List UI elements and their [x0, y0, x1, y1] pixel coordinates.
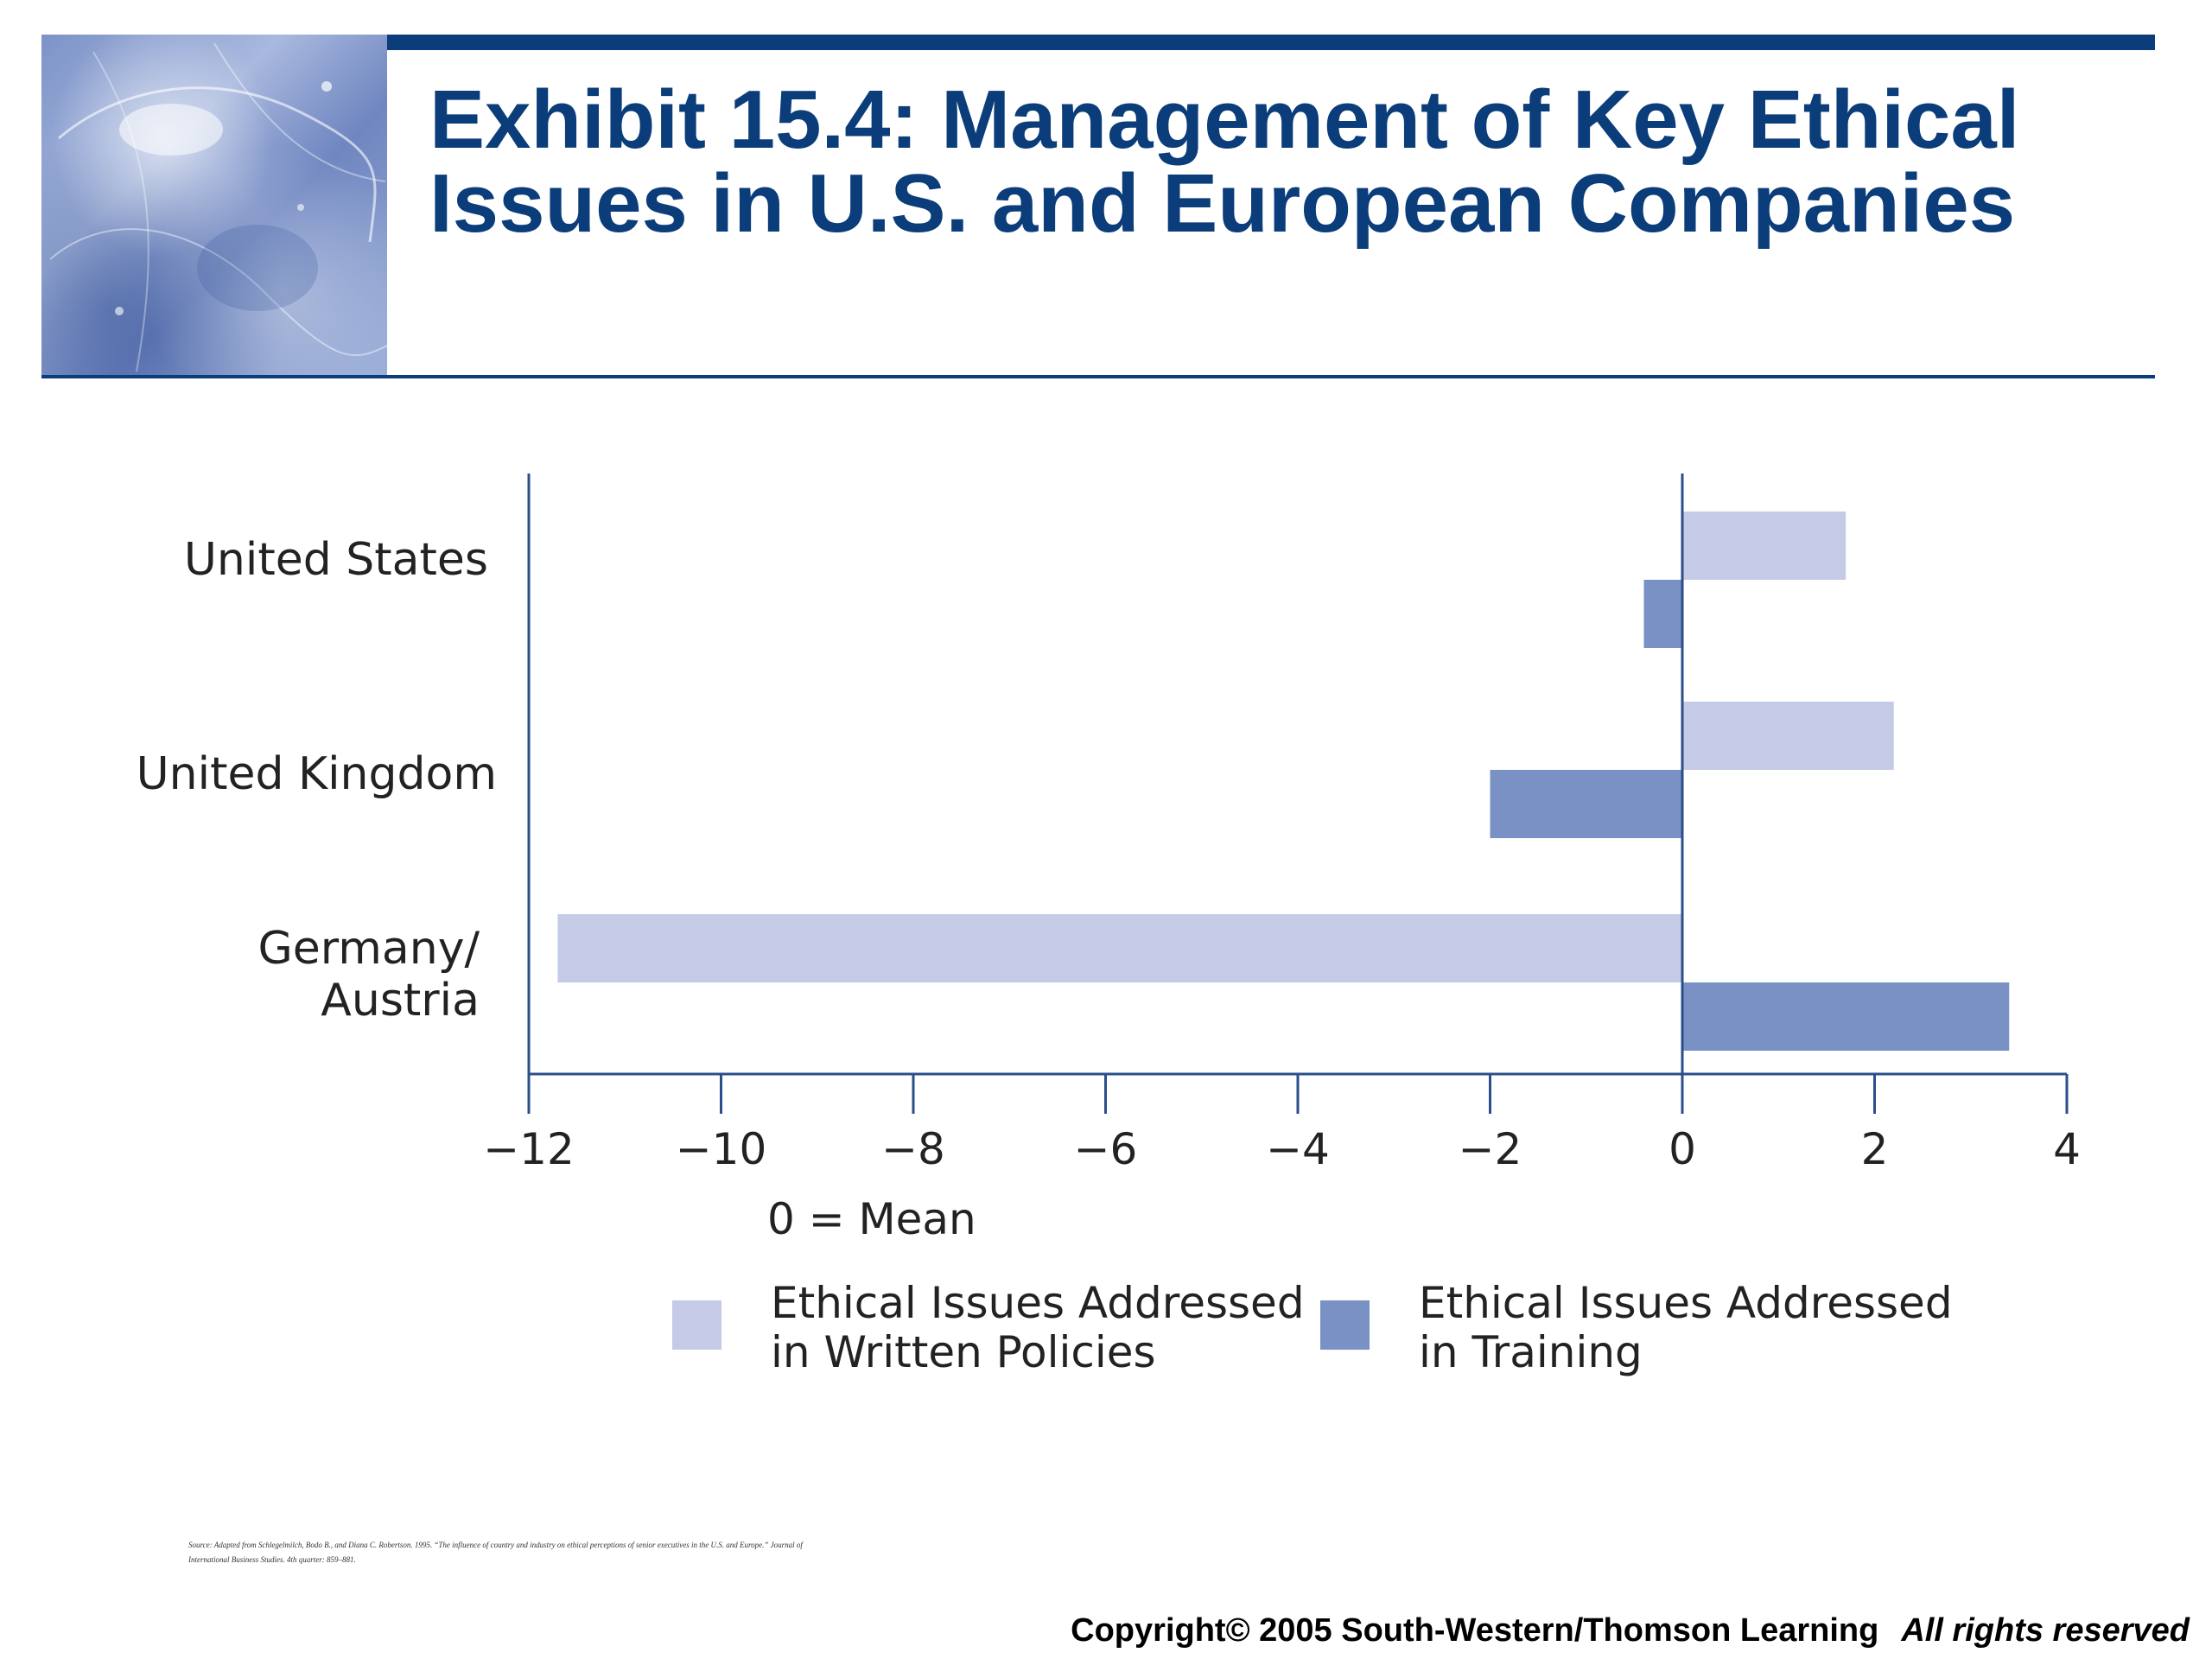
source-note: Source: Adapted from Schlegelmilch, Bodo… [188, 1541, 803, 1564]
category-label: United States [184, 534, 488, 586]
bar-written-policies-0 [1682, 512, 1847, 580]
x-tick-label: 2 [1861, 1124, 1889, 1174]
legend-swatch-written-policies [672, 1300, 721, 1350]
rights-text: All rights reserved [1901, 1612, 2190, 1649]
bar-training-0 [1643, 580, 1682, 648]
legend-label: Ethical Issues Addressed [771, 1278, 1305, 1328]
legend-label: Ethical Issues Addressed [1419, 1278, 1953, 1328]
category-label: United Kingdom [137, 748, 497, 800]
x-tick-label: 4 [2053, 1124, 2081, 1174]
x-tick-label: 0 [1669, 1124, 1696, 1174]
x-tick-label: −8 [881, 1124, 945, 1174]
page-title: Exhibit 15.4: Management of Key Ethical … [429, 73, 2020, 250]
bar-written-policies-2 [557, 914, 1682, 982]
copyright-text: Copyright© 2005 South-Western/Thomson Le… [1071, 1612, 1879, 1649]
bar-training-1 [1490, 770, 1682, 838]
legend-label: in Written Policies [771, 1327, 1156, 1377]
x-tick-label: −12 [483, 1124, 575, 1174]
legend-label: in Training [1419, 1327, 1643, 1377]
category-label: Germany/ [257, 923, 480, 975]
legend-swatch-training [1320, 1300, 1370, 1350]
copyright-line: Copyright© 2005 South-Western/Thomson Le… [1071, 1612, 2190, 1649]
header-bottom-rule [41, 375, 2155, 378]
header-image [41, 35, 387, 378]
bar-training-2 [1682, 982, 2010, 1051]
x-tick-label: −4 [1266, 1124, 1330, 1174]
x-tick-label: −2 [1459, 1124, 1522, 1174]
category-label: Austria [321, 975, 480, 1027]
globe-collage-icon [49, 42, 387, 372]
x-tick-label: −6 [1074, 1124, 1138, 1174]
header-top-rule [387, 35, 2155, 50]
x-tick-label: −10 [676, 1124, 767, 1174]
bar-written-policies-1 [1682, 702, 1894, 770]
mean-annotation: 0 = Mean [767, 1194, 976, 1244]
